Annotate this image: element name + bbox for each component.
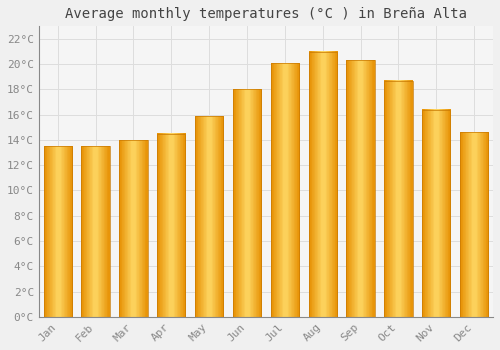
Bar (308, 51, 337, 317)
Bar (233, 90, 261, 317)
Bar (44, 146, 72, 317)
Bar (195, 116, 224, 317)
Bar (157, 134, 186, 317)
Bar (82, 146, 110, 317)
Bar (270, 63, 299, 317)
Title: Average monthly temperatures (°C ) in Breña Alta: Average monthly temperatures (°C ) in Br… (65, 7, 467, 21)
Bar (460, 132, 488, 317)
Bar (422, 110, 450, 317)
Bar (346, 61, 375, 317)
Bar (384, 80, 412, 317)
Bar (119, 140, 148, 317)
